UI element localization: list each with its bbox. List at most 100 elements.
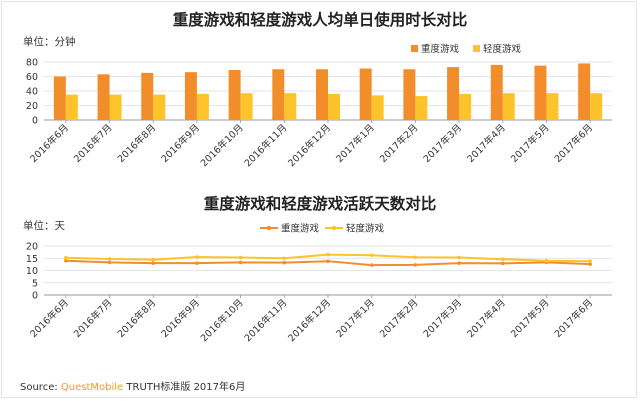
chart2-point-light bbox=[500, 257, 505, 262]
chart2-x-tick-label: 2017年4月 bbox=[465, 297, 508, 340]
chart1-bar-light bbox=[153, 94, 166, 120]
chart1-bar-heavy bbox=[272, 69, 285, 120]
chart2-point-light bbox=[588, 259, 592, 263]
chart2-point-heavy bbox=[588, 262, 592, 266]
chart1-bar-light bbox=[240, 93, 253, 120]
chart1-bar-heavy bbox=[403, 69, 416, 120]
chart1-x-tick-label: 2017年5月 bbox=[508, 122, 551, 165]
chart2-point-light bbox=[107, 257, 112, 261]
chart2-point-heavy bbox=[457, 261, 461, 265]
chart2-y-tick-label: 0 bbox=[32, 291, 38, 302]
chart1-bar-heavy bbox=[228, 69, 241, 120]
chart1-x-tick-label: 2017年3月 bbox=[421, 122, 464, 165]
chart2-point-heavy bbox=[500, 261, 505, 266]
chart1-x-tick-label: 2017年6月 bbox=[552, 122, 595, 165]
chart1-x-tick-label: 2017年1月 bbox=[334, 122, 377, 165]
chart1-x-tick-label: 2017年2月 bbox=[377, 122, 420, 165]
chart2-point-light bbox=[64, 255, 68, 260]
chart1-bar-heavy bbox=[97, 74, 110, 120]
chart1-legend-label: 轻度游戏 bbox=[483, 43, 522, 55]
chart2-legend-marker bbox=[331, 225, 337, 231]
chart2-y-tick-label: 20 bbox=[26, 242, 38, 253]
chart1-bar-heavy bbox=[359, 68, 372, 120]
chart2-unit-label: 单位：天 bbox=[23, 220, 65, 232]
chart2-y-tick-label: 10 bbox=[26, 266, 38, 277]
chart2-x-tick-label: 2016年8月 bbox=[115, 297, 158, 340]
chart2-y-tick-label: 15 bbox=[26, 254, 38, 265]
chart2-point-light bbox=[151, 257, 156, 262]
chart1-x-tick-label: 2016年10月 bbox=[198, 122, 246, 170]
source-label: Source: bbox=[20, 382, 58, 393]
chart2-title: 重度游戏和轻度游戏活跃天数对比 bbox=[203, 195, 437, 213]
chart1-x-tick-label: 2016年12月 bbox=[286, 122, 334, 170]
chart2-x-tick-label: 2016年7月 bbox=[71, 297, 114, 340]
chart2-point-heavy bbox=[64, 258, 68, 263]
chart1-x-tick-label: 2016年9月 bbox=[159, 122, 202, 165]
chart2-legend-label: 重度游戏 bbox=[281, 223, 320, 235]
chart1-y-tick-label: 20 bbox=[26, 101, 38, 112]
chart2-x-tick-label: 2016年9月 bbox=[159, 297, 202, 340]
source-brand: QuestMobile bbox=[60, 382, 124, 393]
chart2-x-tick-label: 2016年10月 bbox=[198, 297, 246, 345]
chart1-bar-light bbox=[546, 93, 559, 120]
chart1-x-tick-label: 2016年7月 bbox=[71, 122, 114, 165]
chart2-x-tick-label: 2017年1月 bbox=[334, 297, 377, 340]
chart2-point-light bbox=[369, 253, 374, 258]
chart1-x-tick-label: 2017年4月 bbox=[465, 122, 508, 165]
chart1-bar-light bbox=[502, 93, 515, 120]
chart1-legend-swatch bbox=[473, 45, 480, 52]
chart1-bar-light bbox=[415, 96, 428, 120]
chart2-legend-label: 轻度游戏 bbox=[346, 223, 385, 235]
chart2-point-heavy bbox=[282, 260, 287, 265]
chart2-point-light bbox=[544, 258, 549, 263]
chart2-point-light bbox=[195, 255, 199, 259]
chart2-x-tick-label: 2017年2月 bbox=[377, 297, 420, 340]
chart1-bar-heavy bbox=[578, 63, 591, 120]
chart2-point-heavy bbox=[413, 263, 418, 267]
chart1-bar-light bbox=[371, 95, 384, 120]
chart2-x-tick-label: 2016年6月 bbox=[28, 297, 71, 340]
chart1-bar-light bbox=[196, 93, 209, 120]
chart1-bar-light bbox=[328, 93, 340, 120]
chart1-bar-heavy bbox=[141, 72, 154, 120]
chart1-title: 重度游戏和轻度游戏人均单日使用时长对比 bbox=[172, 11, 468, 29]
chart2-x-tick-label: 2016年12月 bbox=[286, 297, 334, 345]
chart2-point-heavy bbox=[151, 261, 156, 265]
chart2-point-light bbox=[282, 256, 287, 261]
chart1-x-tick-label: 2016年8月 bbox=[115, 122, 158, 165]
chart1-unit-label: 单位：分钟 bbox=[23, 36, 76, 48]
chart2-x-tick-label: 2016年11月 bbox=[242, 297, 290, 345]
chart1-x-tick-label: 2016年6月 bbox=[28, 122, 71, 165]
chart1-legend-swatch bbox=[411, 45, 418, 52]
chart2-x-tick-label: 2017年6月 bbox=[552, 297, 595, 340]
chart1-y-tick-label: 80 bbox=[26, 58, 38, 69]
chart2-x-tick-label: 2017年5月 bbox=[508, 297, 551, 340]
chart1-x-tick-label: 2016年11月 bbox=[242, 122, 290, 170]
chart2-point-light bbox=[326, 252, 330, 257]
chart1-y-tick-label: 40 bbox=[26, 87, 38, 98]
chart2-point-heavy bbox=[369, 263, 374, 267]
chart1-y-tick-label: 0 bbox=[32, 116, 38, 127]
chart2-point-light bbox=[413, 255, 418, 260]
chart1-bar-heavy bbox=[447, 67, 460, 120]
chart2-point-light bbox=[238, 255, 243, 260]
chart1-y-tick-label: 60 bbox=[26, 72, 38, 83]
chart2-legend-marker bbox=[266, 225, 272, 231]
chart2-point-heavy bbox=[195, 261, 199, 265]
chart1-bar-light bbox=[284, 93, 297, 120]
chart2-point-light bbox=[457, 255, 461, 260]
chart2-point-heavy bbox=[326, 259, 330, 263]
chart2-point-heavy bbox=[107, 260, 112, 265]
chart1-bar-light bbox=[590, 93, 603, 120]
chart1-bar-light bbox=[65, 94, 78, 120]
source-detail: TRUTH标准版 2017年6月 bbox=[123, 382, 246, 393]
chart1-bar-heavy bbox=[490, 64, 503, 120]
chart1-bar-heavy bbox=[316, 69, 328, 120]
chart1-bar-heavy bbox=[53, 76, 66, 120]
chart1-bar-heavy bbox=[534, 65, 547, 120]
chart2-y-tick-label: 5 bbox=[32, 278, 38, 289]
chart1-bar-heavy bbox=[184, 72, 197, 120]
chart1-legend-label: 重度游戏 bbox=[421, 43, 460, 55]
